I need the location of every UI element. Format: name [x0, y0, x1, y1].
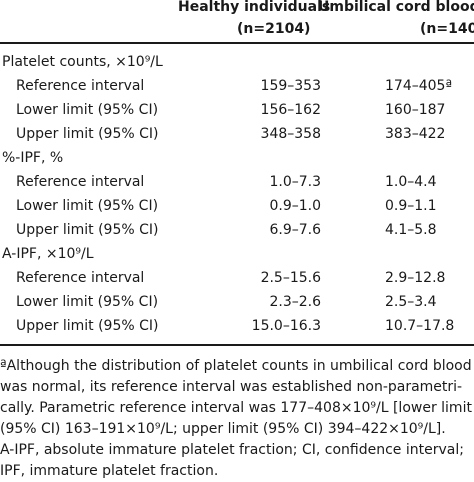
table-row: Upper limit (95% CI) 15.0–16.3 10.7–17.8 [0, 314, 474, 338]
table-row: Reference interval 159–353 174–405ª [0, 74, 474, 98]
row-label: Upper limit (95% CI) [16, 126, 159, 142]
healthy-value: 348–358 [260, 126, 321, 142]
header-rule [0, 42, 474, 44]
healthy-value: 2.3–2.6 [269, 294, 321, 310]
umbilical-value: 10.7–17.8 [385, 318, 455, 334]
table-row: Upper limit (95% CI) 6.9–7.6 4.1–5.8 [0, 218, 474, 242]
table-row: Lower limit (95% CI) 0.9–1.0 0.9–1.1 [0, 194, 474, 218]
umbilical-value: 1.0–4.4 [385, 174, 437, 190]
row-label: Reference interval [16, 270, 145, 286]
healthy-value: 15.0–16.3 [251, 318, 321, 334]
row-label: Lower limit (95% CI) [16, 294, 159, 310]
umbilical-value: 4.1–5.8 [385, 222, 437, 238]
row-label: A-IPF, ×10⁹/L [2, 246, 94, 262]
umbilical-value: 2.5–3.4 [385, 294, 437, 310]
header-healthy-n: (n=2104) [237, 21, 311, 37]
row-label: Reference interval [16, 78, 145, 94]
table-bottom-rule [0, 344, 474, 346]
footnote-line: (95% CI) 163–191×10⁹/L; upper limit (95%… [0, 421, 446, 437]
row-label: %-IPF, % [2, 150, 64, 166]
healthy-value: 2.5–15.6 [260, 270, 321, 286]
section-a-ipf: A-IPF, ×10⁹/L [0, 242, 474, 266]
table-row: Lower limit (95% CI) 2.3–2.6 2.5–3.4 [0, 290, 474, 314]
healthy-value: 6.9–7.6 [269, 222, 321, 238]
footnote-line: cally. Parametric reference interval was… [0, 400, 472, 416]
footnote-line: was normal, its reference interval was e… [0, 379, 463, 395]
row-label: Lower limit (95% CI) [16, 102, 159, 118]
table-row: Upper limit (95% CI) 348–358 383–422 [0, 122, 474, 146]
table-row: Reference interval 2.5–15.6 2.9–12.8 [0, 266, 474, 290]
umbilical-value: 174–405ª [385, 78, 453, 94]
table-row: Lower limit (95% CI) 156–162 160–187 [0, 98, 474, 122]
footnote-line: A-IPF, absolute immature platelet fracti… [0, 442, 464, 458]
healthy-value: 1.0–7.3 [269, 174, 321, 190]
healthy-value: 0.9–1.0 [269, 198, 321, 214]
section-ipf-percent: %-IPF, % [0, 146, 474, 170]
umbilical-value: 2.9–12.8 [385, 270, 446, 286]
table-row: Reference interval 1.0–7.3 1.0–4.4 [0, 170, 474, 194]
header-umbilical-n: (n=140) [420, 21, 474, 37]
row-label: Reference interval [16, 174, 145, 190]
umbilical-value: 383–422 [385, 126, 446, 142]
healthy-value: 159–353 [260, 78, 321, 94]
row-label: Platelet counts, ×10⁹/L [2, 54, 163, 70]
umbilical-value: 0.9–1.1 [385, 198, 437, 214]
row-label: Upper limit (95% CI) [16, 318, 159, 334]
row-label: Upper limit (95% CI) [16, 222, 159, 238]
header-umbilical-cord-blood: Umbilical cord blood [318, 0, 474, 15]
table-footnotes: ªAlthough the distribution of platelet c… [0, 356, 474, 482]
footnote-line: IPF, immature platelet fraction. [0, 463, 219, 479]
row-label: Lower limit (95% CI) [16, 198, 159, 214]
umbilical-value: 160–187 [385, 102, 446, 118]
header-healthy-individuals: Healthy individuals [178, 0, 331, 15]
healthy-value: 156–162 [260, 102, 321, 118]
section-platelet-counts: Platelet counts, ×10⁹/L [0, 50, 474, 74]
footnote-line: ªAlthough the distribution of platelet c… [0, 358, 472, 374]
